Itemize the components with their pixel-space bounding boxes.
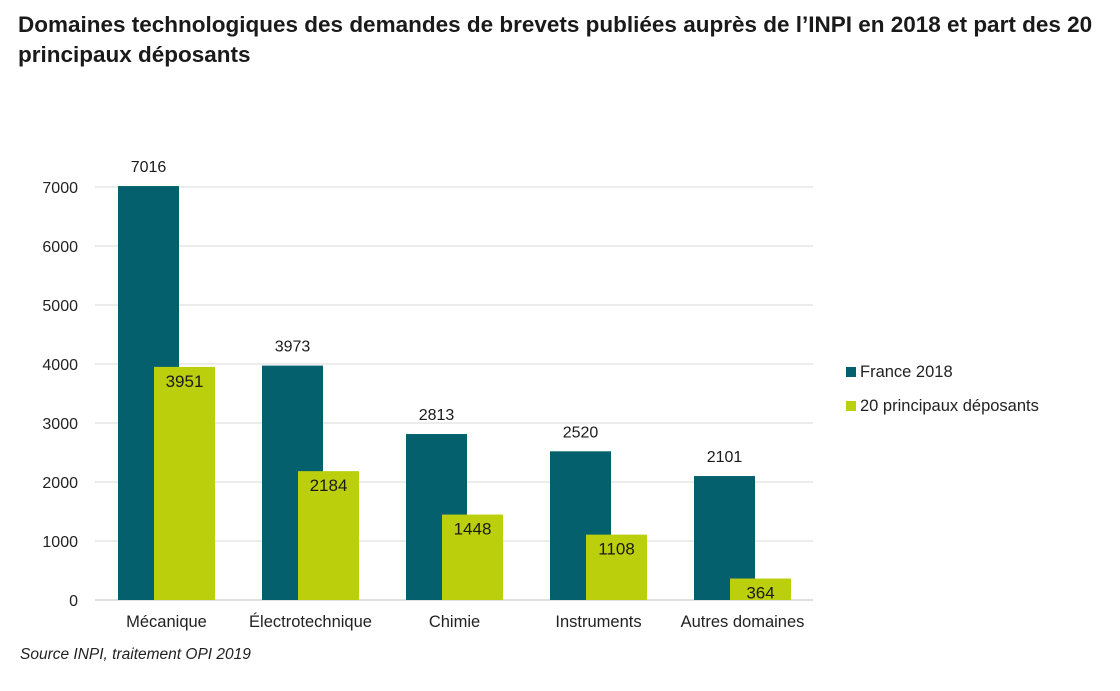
data-label: 2101 <box>707 449 743 466</box>
bar-20-principaux <box>730 578 791 600</box>
x-tick-label: Autres domaines <box>681 613 805 631</box>
data-label: 2184 <box>310 476 348 495</box>
x-tick-label: Électrotechnique <box>249 612 372 631</box>
data-label: 364 <box>746 584 774 603</box>
data-label: 7016 <box>131 159 167 176</box>
y-tick-label: 7000 <box>42 180 78 197</box>
legend-label: France 2018 <box>860 363 953 381</box>
bars: 7016 3951 3973 2184 2813 1448 2520 1108 2101 364 <box>118 159 791 603</box>
chart-title: Domaines technologiques des demandes de … <box>18 12 1093 67</box>
y-tick-label: 0 <box>69 593 78 610</box>
y-axis-ticks: 0 1000 2000 3000 4000 5000 6000 7000 <box>42 180 78 610</box>
legend-swatch <box>846 401 856 411</box>
bar-20-principaux <box>442 514 503 600</box>
data-label: 2813 <box>419 407 455 424</box>
x-tick-label: Chimie <box>429 613 480 631</box>
data-label: 1448 <box>454 520 492 539</box>
data-label: 2520 <box>563 424 599 441</box>
x-tick-label: Mécanique <box>126 613 207 631</box>
data-label: 3951 <box>166 372 204 391</box>
y-tick-label: 2000 <box>42 475 78 492</box>
legend-label: 20 principaux déposants <box>860 397 1039 415</box>
bar-20-principaux <box>586 534 647 600</box>
data-label: 1108 <box>598 540 635 559</box>
y-tick-label: 1000 <box>42 534 78 551</box>
data-label: 3973 <box>275 339 311 356</box>
legend: France 2018 20 principaux déposants <box>846 363 1039 415</box>
y-tick-label: 3000 <box>42 416 78 433</box>
x-tick-label: Instruments <box>555 613 641 631</box>
x-axis-ticks: Mécanique Électrotechnique Chimie Instrumen… <box>126 612 804 631</box>
y-tick-label: 4000 <box>42 357 78 374</box>
y-tick-label: 5000 <box>42 298 78 315</box>
bar-20-principaux <box>154 366 215 600</box>
legend-swatch <box>846 367 856 377</box>
y-tick-label: 6000 <box>42 239 78 256</box>
source-note: Source INPI, traitement OPI 2019 <box>20 646 251 663</box>
bar-20-principaux <box>298 471 359 600</box>
